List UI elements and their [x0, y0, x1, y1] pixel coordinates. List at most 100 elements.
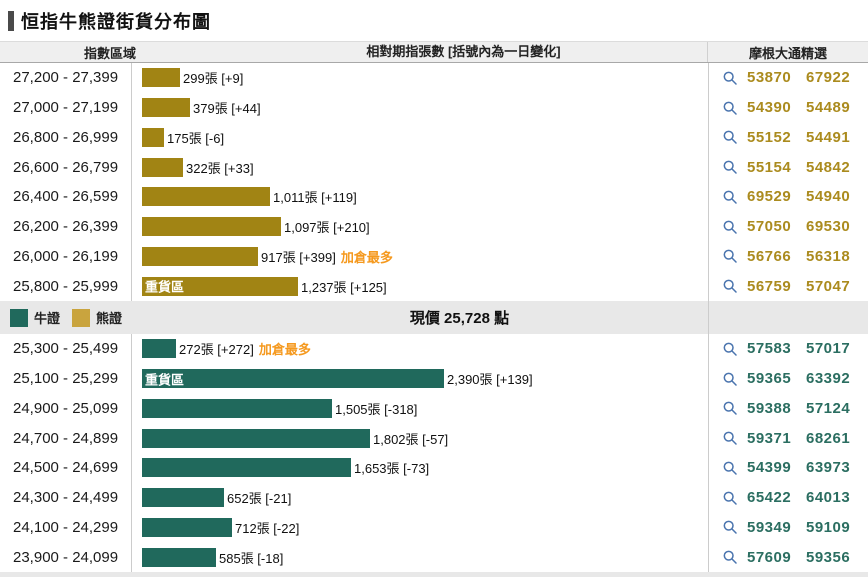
codes-cell: 53870 67922 [708, 63, 868, 93]
index-range-label: 26,600 - 26,799 [13, 158, 119, 176]
warrant-code[interactable]: 56766 [747, 247, 792, 265]
warrant-code[interactable]: 67922 [806, 69, 851, 87]
magnifier-icon[interactable] [722, 129, 738, 145]
title-marker [8, 10, 14, 31]
warrant-code[interactable]: 59356 [806, 548, 851, 566]
magnifier-icon[interactable] [722, 219, 738, 235]
bar-value-label: 299張 [+9] [183, 71, 244, 87]
warrant-code[interactable]: 54940 [806, 188, 851, 206]
index-range-label: 26,000 - 26,199 [13, 247, 119, 265]
index-range-label: 26,400 - 26,599 [13, 188, 119, 206]
magnifier-icon[interactable] [722, 371, 738, 387]
warrant-code[interactable]: 59371 [747, 429, 792, 447]
chart-row-bull: 24,100 - 24,299 712張 [-22] 59349 59109 [0, 512, 868, 543]
magnifier-glyph [723, 431, 737, 445]
warrant-code[interactable]: 59109 [806, 518, 851, 536]
bar-cell: 585張 [-18] [131, 542, 708, 572]
codes-cell: 57050 69530 [708, 211, 868, 242]
current-price-band: 牛證 熊證 現價 25,728 點 [0, 301, 868, 334]
legend: 牛證 熊證 [0, 308, 122, 327]
magnifier-icon[interactable] [722, 400, 738, 416]
bull-bar [142, 488, 224, 508]
index-range-label: 24,100 - 24,299 [13, 518, 119, 536]
magnifier-icon[interactable] [722, 341, 738, 357]
magnifier-icon[interactable] [722, 430, 738, 446]
warrant-code[interactable]: 59388 [747, 399, 792, 417]
magnifier-glyph [723, 101, 737, 115]
chart-row-bear: 26,200 - 26,399 1,097張 [+210] 57050 69530 [0, 211, 868, 242]
bar-cell: 重貨區 2,390張 [+139] [131, 363, 708, 394]
index-range-label: 25,100 - 25,299 [13, 370, 119, 388]
warrant-code[interactable]: 53870 [747, 69, 792, 87]
bear-bar [142, 157, 183, 177]
bear-bar: 重貨區 [142, 276, 298, 296]
warrant-code[interactable]: 55154 [747, 158, 792, 176]
bar-cell: 1,653張 [-73] [131, 453, 708, 483]
bar-cell: 重貨區 1,237張 [+125] [131, 271, 708, 301]
bar-value-label: 585張 [-18] [219, 550, 284, 566]
magnifier-glyph [723, 71, 737, 85]
bull-legend-swatch [10, 308, 28, 327]
magnifier-icon[interactable] [722, 490, 738, 506]
warrant-code[interactable]: 57609 [747, 548, 792, 566]
magnifier-icon[interactable] [722, 460, 738, 476]
chart-row-bull: 25,300 - 25,499 272張 [+272] 加倉最多 57583 57017 [0, 334, 868, 364]
codes-cell: 54399 63973 [708, 453, 868, 483]
warrant-code[interactable]: 59349 [747, 518, 792, 536]
bull-bar [142, 398, 332, 418]
warrant-code[interactable]: 54489 [806, 99, 851, 117]
bull-bar [142, 339, 176, 359]
warrant-code[interactable]: 64013 [806, 489, 851, 507]
magnifier-glyph [723, 401, 737, 416]
magnifier-glyph [723, 342, 737, 356]
warrant-code[interactable]: 54842 [806, 158, 851, 176]
bar-value-label: 175張 [-6] [167, 130, 225, 146]
warrant-code[interactable]: 63973 [806, 459, 851, 477]
magnifier-icon[interactable] [722, 248, 738, 264]
magnifier-glyph [723, 130, 737, 145]
warrant-code[interactable]: 54491 [806, 128, 851, 146]
warrant-code[interactable]: 57047 [806, 277, 851, 295]
warrant-code[interactable]: 57583 [747, 340, 792, 358]
bar-value-label: 1,505張 [-318] [335, 401, 418, 417]
bar-cell: 1,802張 [-57] [131, 423, 708, 453]
warrant-code[interactable]: 56318 [806, 247, 851, 265]
bar-value-label: 1,011張 [+119] [273, 190, 357, 206]
magnifier-icon[interactable] [722, 189, 738, 205]
warrant-code[interactable]: 54399 [747, 459, 792, 477]
chart-row-bull: 24,500 - 24,699 1,653張 [-73] 54399 63973 [0, 453, 868, 483]
warrant-code[interactable]: 69530 [806, 218, 851, 236]
magnifier-icon[interactable] [722, 549, 738, 565]
index-range-label: 25,300 - 25,499 [13, 340, 119, 358]
chart-row-bull: 23,900 - 24,099 585張 [-18] 57609 59356 [0, 542, 868, 572]
bar-cell: 379張 [+44] [131, 92, 708, 123]
magnifier-icon[interactable] [722, 70, 738, 86]
warrant-code[interactable]: 56759 [747, 277, 792, 295]
warrant-code[interactable]: 57050 [747, 218, 792, 236]
magnifier-glyph [723, 461, 737, 475]
bar-cell: 652張 [-21] [131, 482, 708, 513]
bull-bar [142, 428, 370, 448]
warrant-code[interactable]: 65422 [747, 489, 792, 507]
bar-cell: 1,011張 [+119] [131, 182, 708, 212]
codes-cell: 59388 57124 [708, 393, 868, 424]
warrant-code[interactable]: 57124 [806, 399, 851, 417]
warrant-code[interactable]: 69529 [747, 188, 792, 206]
magnifier-icon[interactable] [722, 100, 738, 116]
table-header: 指數區域 相對期指張數 [括號內為一日變化] 摩根大通精選 [0, 41, 868, 63]
bull-bar [142, 547, 216, 567]
warrant-code[interactable]: 54390 [747, 99, 792, 117]
warrant-code[interactable]: 68261 [806, 429, 851, 447]
magnifier-icon[interactable] [722, 519, 738, 535]
warrant-code[interactable]: 59365 [747, 370, 792, 388]
warrant-code[interactable]: 55152 [747, 128, 792, 146]
bar-value-label: 1,802張 [-57] [373, 431, 449, 447]
codes-cell: 59349 59109 [708, 512, 868, 543]
magnifier-glyph [723, 249, 737, 264]
warrant-code[interactable]: 57017 [806, 340, 851, 358]
warrant-code[interactable]: 63392 [806, 370, 851, 388]
magnifier-icon[interactable] [722, 278, 738, 294]
page-title: 恒指牛熊證街貨分布圖 [21, 11, 211, 32]
magnifier-icon[interactable] [722, 159, 738, 175]
